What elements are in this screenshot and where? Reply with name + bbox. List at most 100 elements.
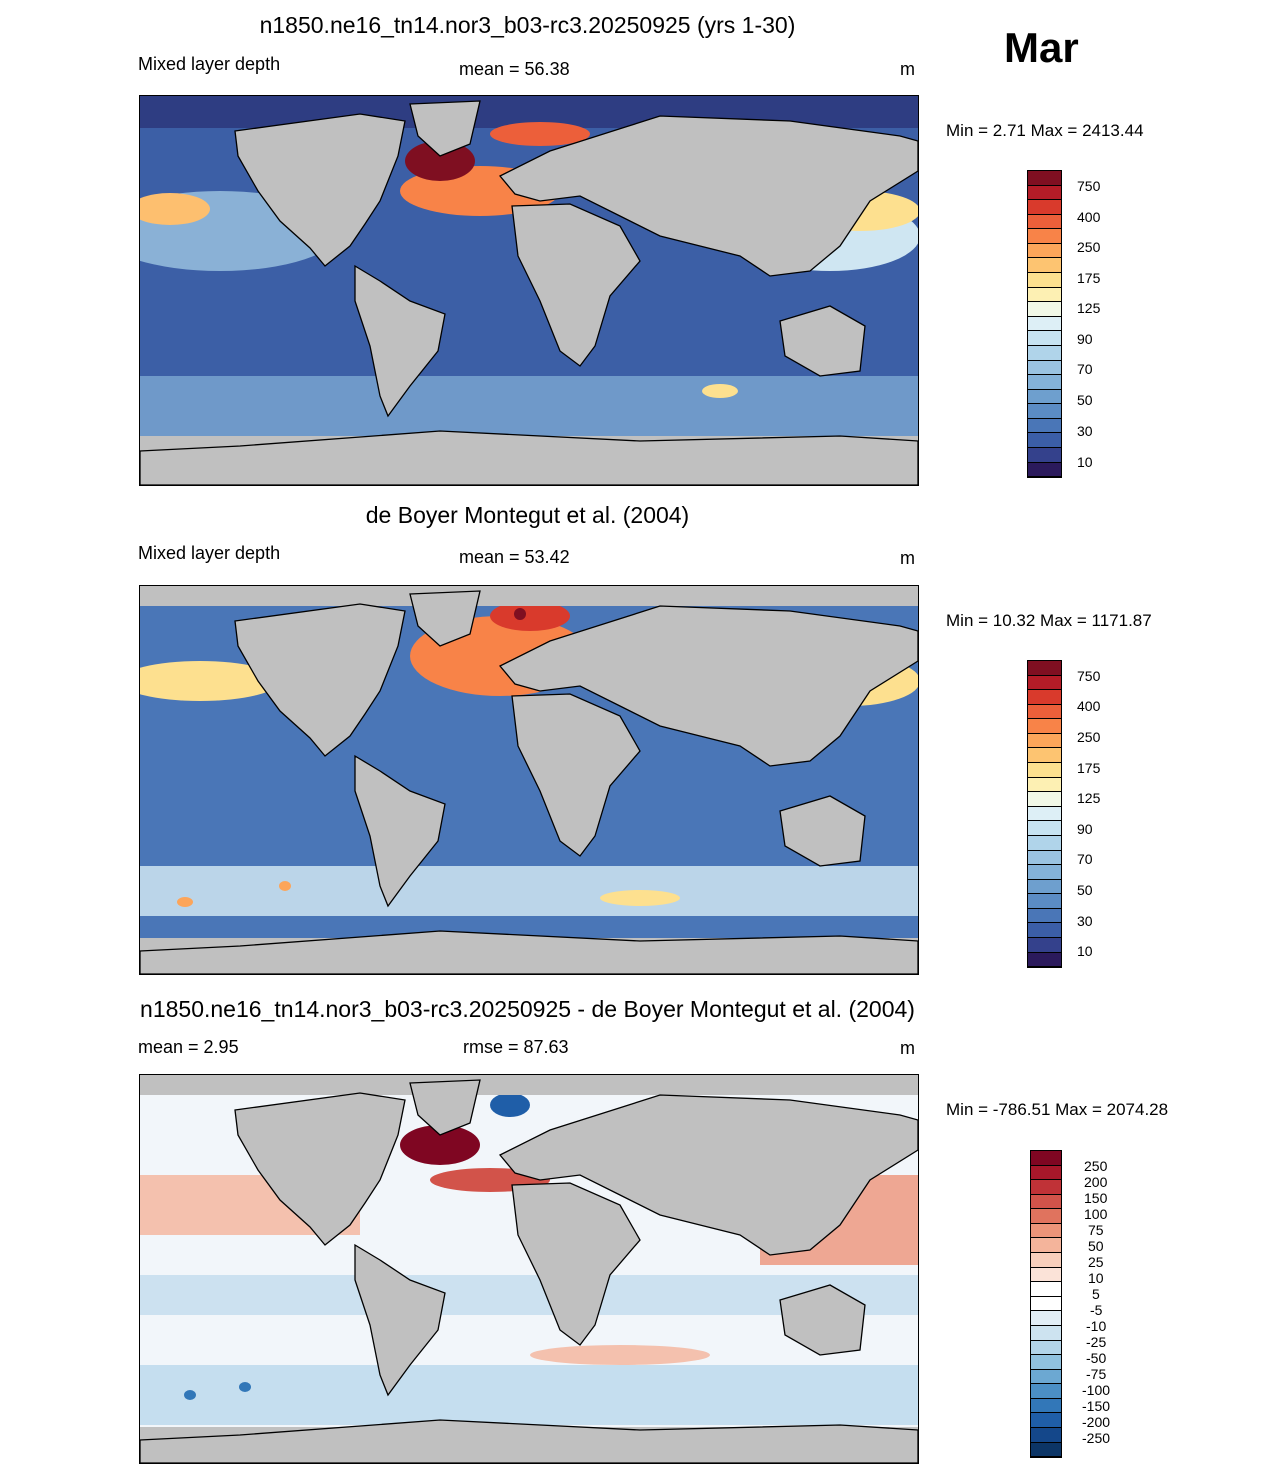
colorbar-swatch [1028,763,1061,778]
panel-3-cb-label: 25 [1088,1254,1104,1270]
colorbar-swatch [1028,331,1061,346]
month-label: Mar [1004,24,1079,71]
colorbar-swatch [1028,865,1061,880]
panel-3-cb-label: 100 [1084,1206,1108,1222]
colorbar-swatch [1031,1427,1061,1443]
panel-2-cb-label: 90 [1077,821,1093,837]
panel-2-cb-label: 400 [1077,698,1101,714]
panel-2-cb-label: 50 [1077,882,1093,898]
colorbar-swatch [1028,243,1061,259]
panel-1-cb-label: 50 [1077,392,1093,408]
panel-2-units: m [900,548,915,568]
panel-3-cb-label: 75 [1088,1222,1104,1238]
colorbar-swatch [1031,1384,1061,1399]
colorbar-swatch [1031,1238,1061,1254]
panel-2-title: de Boyer Montegut et al. (2004) [365,502,690,528]
panel-3-rmse: rmse = 87.63 [463,1037,569,1057]
colorbar-swatch [1028,200,1061,215]
colorbar-swatch [1028,733,1061,749]
panel-3-units: m [900,1038,915,1058]
panel-3-cb-label: -75 [1086,1366,1107,1382]
panel-1-mean: mean = 56.38 [459,59,570,79]
panel-3-cb-label: 10 [1088,1270,1104,1286]
colorbar-swatch [1028,719,1061,734]
colorbar-swatch [1028,850,1061,866]
panel-2-left-label: Mixed layer depth [138,543,281,563]
panel-1-map-svg [140,96,918,485]
panel-2-cb-label: 10 [1077,943,1093,959]
colorbar-swatch [1031,1325,1061,1341]
colorbar-swatch [1028,447,1061,463]
panel-1-cb-label: 750 [1077,178,1101,194]
panel-2-cb-label: 125 [1077,790,1101,806]
colorbar-swatch [1028,937,1061,953]
colorbar-swatch [1031,1282,1061,1297]
panel-1-units: m [900,59,915,79]
colorbar-swatch [1031,1267,1061,1283]
panel-3-cb-label: -25 [1086,1334,1107,1350]
colorbar-swatch [1028,879,1061,895]
colorbar-swatch [1031,1151,1061,1166]
colorbar-swatch [1028,748,1061,764]
colorbar-swatch [1028,171,1061,186]
colorbar-swatch [1031,1442,1061,1458]
panel-1-minmax: Min = 2.71 Max = 2413.44 [946,121,1144,140]
panel-1-left-label: Mixed layer depth [138,54,281,74]
colorbar-swatch [1031,1180,1061,1195]
colorbar-swatch [1031,1413,1061,1428]
panel-2-colorbar [1027,660,1062,968]
colorbar-swatch [1031,1296,1061,1312]
panel-3-minmax: Min = -786.51 Max = 2074.28 [946,1100,1169,1119]
colorbar-swatch [1028,404,1061,419]
panel-3-cb-label: -100 [1082,1382,1111,1398]
colorbar-swatch [1028,258,1061,274]
colorbar-swatch [1031,1340,1061,1356]
colorbar-swatch [1028,316,1061,332]
colorbar-swatch [1031,1194,1061,1210]
colorbar-swatch [1031,1165,1061,1181]
colorbar-swatch [1028,675,1061,691]
colorbar-swatch [1028,360,1061,376]
panel-1-title: n1850.ne16_tn14.nor3_b03-rc3.20250925 (y… [259,12,796,38]
panel-3-cb-label: 5 [1092,1286,1100,1302]
colorbar-swatch [1028,345,1061,361]
panel-3-mean: mean = 2.95 [138,1037,239,1057]
panel-1-cb-label: 175 [1077,270,1101,286]
panel-2-cb-label: 70 [1077,851,1093,867]
colorbar-swatch [1028,185,1061,201]
colorbar-swatch [1031,1398,1061,1414]
panel-1-cb-label: 250 [1077,239,1101,255]
panel-1-cb-label: 70 [1077,361,1093,377]
panel-3-title: n1850.ne16_tn14.nor3_b03-rc3.20250925 - … [140,996,915,1022]
colorbar-swatch [1028,214,1061,230]
panel-3-cb-label: -150 [1082,1398,1111,1414]
colorbar-swatch [1028,418,1061,434]
colorbar-swatch [1028,806,1061,822]
colorbar-swatch [1028,792,1061,807]
panel-2-map [139,585,919,975]
colorbar-swatch [1031,1209,1061,1224]
colorbar-swatch [1031,1223,1061,1239]
panel-3-map-svg [140,1075,918,1463]
colorbar-swatch [1028,661,1061,676]
panel-3-cb-label: -50 [1086,1350,1107,1366]
colorbar-swatch [1031,1311,1061,1326]
panel-2-cb-label: 750 [1077,668,1101,684]
panel-2-cb-label: 175 [1077,760,1101,776]
colorbar-swatch [1028,375,1061,390]
panel-1-cb-label: 30 [1077,423,1093,439]
colorbar-swatch [1028,952,1061,968]
panel-3-map [139,1074,919,1464]
colorbar-swatch [1028,690,1061,705]
panel-3-cb-label: 250 [1084,1158,1108,1174]
colorbar-swatch [1028,462,1061,478]
colorbar-swatch [1028,433,1061,448]
colorbar-swatch [1031,1369,1061,1385]
colorbar-swatch [1028,908,1061,924]
colorbar-swatch [1028,923,1061,938]
colorbar-swatch [1028,835,1061,851]
colorbar-swatch [1028,894,1061,909]
panel-3-cb-label: 200 [1084,1174,1108,1190]
colorbar-swatch [1031,1355,1061,1370]
colorbar-swatch [1028,287,1061,303]
